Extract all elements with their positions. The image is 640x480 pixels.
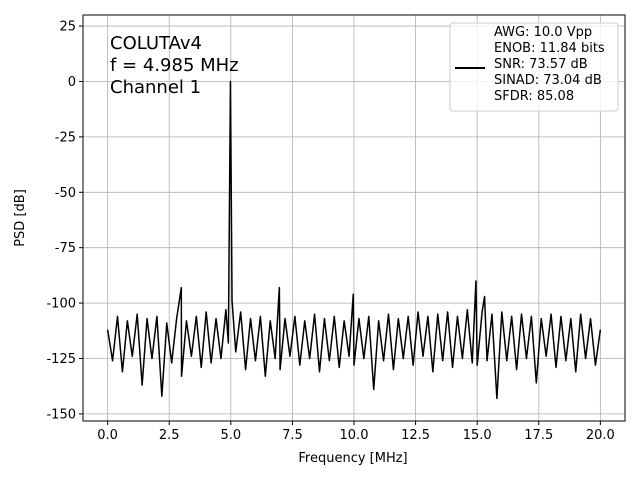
- x-axis-label: Frequency [MHz]: [298, 451, 407, 466]
- y-tick-label: -25: [55, 130, 76, 145]
- annotation: Channel 1: [110, 77, 202, 98]
- y-tick-label: -125: [46, 352, 76, 367]
- psd-line: [106, 80, 602, 400]
- x-tick-label: 17.5: [524, 428, 553, 443]
- x-tick-label: 10.0: [340, 428, 369, 443]
- y-tick-label: 0: [68, 75, 76, 90]
- y-tick-label: -100: [46, 297, 76, 312]
- x-tick-label: 5.0: [220, 428, 241, 443]
- x-tick-label: 15.0: [463, 428, 492, 443]
- legend-box: [449, 22, 619, 112]
- plot: [106, 80, 602, 400]
- y-tick-label: 25: [59, 20, 76, 35]
- y-tick-label: -75: [55, 241, 76, 256]
- annotation: COLUTAv4: [110, 33, 203, 54]
- ticks: 0.0 2.5 5.0 7.5 10.0 12.5 15.0 17.5 20.0 25 0 -25 -5…: [46, 20, 614, 443]
- x-tick-label: 0.0: [97, 428, 118, 443]
- y-axis-label: PSD [dB]: [13, 189, 28, 247]
- x-tick-label: 2.5: [159, 428, 180, 443]
- x-tick-label: 12.5: [401, 428, 430, 443]
- x-tick-label: 7.5: [282, 428, 303, 443]
- annotation: f = 4.985 MHz: [110, 55, 239, 76]
- x-tick-label: 20.0: [586, 428, 615, 443]
- y-tick-label: -150: [46, 407, 76, 422]
- legend-label: AWG: 10.0 Vpp ENOB: 11.84 bits SNR: 73.5…: [494, 25, 605, 104]
- y-tick-label: -50: [55, 186, 76, 201]
